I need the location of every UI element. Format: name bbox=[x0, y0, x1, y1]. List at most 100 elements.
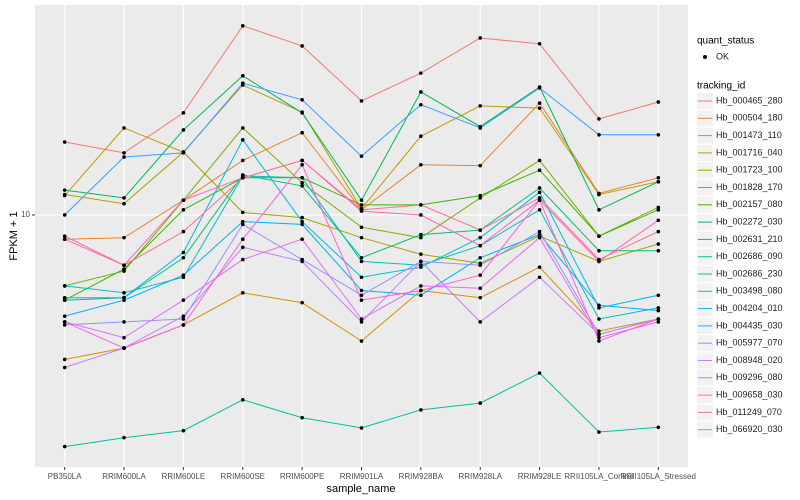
point bbox=[537, 235, 542, 240]
point bbox=[419, 252, 423, 256]
point bbox=[537, 106, 542, 110]
point bbox=[597, 306, 601, 310]
point bbox=[62, 192, 67, 197]
point bbox=[597, 133, 601, 137]
point bbox=[122, 335, 126, 340]
point bbox=[122, 435, 126, 440]
legend-label: Hb_003498_080 bbox=[716, 286, 783, 296]
point bbox=[419, 90, 423, 94]
point bbox=[359, 208, 364, 212]
point bbox=[359, 339, 364, 343]
legend-label: Hb_002157_080 bbox=[716, 199, 783, 209]
point bbox=[122, 295, 126, 300]
point bbox=[300, 215, 304, 220]
point bbox=[62, 357, 67, 362]
point bbox=[537, 371, 542, 375]
point bbox=[62, 213, 67, 217]
x-tick-label: RRIM600PE bbox=[280, 472, 324, 481]
point bbox=[62, 188, 67, 192]
point bbox=[419, 265, 423, 269]
legend-label: Hb_000504_180 bbox=[716, 113, 783, 123]
legend-label: Hb_001723_100 bbox=[716, 165, 783, 175]
y-tick-label: 10 bbox=[21, 210, 30, 219]
point bbox=[122, 320, 126, 324]
point bbox=[359, 275, 364, 280]
point bbox=[537, 229, 542, 234]
x-tick-label: RRIM928LE bbox=[518, 472, 562, 481]
point bbox=[597, 335, 601, 340]
point bbox=[537, 190, 542, 195]
point bbox=[656, 229, 661, 234]
point bbox=[359, 298, 364, 302]
legend-label: Hb_001473_110 bbox=[716, 130, 782, 140]
point bbox=[537, 86, 542, 90]
point bbox=[597, 234, 601, 238]
legend-label: Hb_001716_040 bbox=[716, 147, 783, 157]
point bbox=[597, 430, 601, 434]
point bbox=[62, 365, 67, 370]
point bbox=[359, 320, 364, 324]
point bbox=[181, 255, 186, 260]
point bbox=[597, 208, 601, 212]
point bbox=[181, 317, 186, 321]
point bbox=[122, 291, 126, 295]
point bbox=[478, 286, 483, 290]
point bbox=[478, 295, 483, 300]
point bbox=[62, 298, 67, 302]
point bbox=[300, 111, 304, 115]
point bbox=[359, 235, 364, 240]
point bbox=[122, 196, 126, 200]
point bbox=[62, 237, 67, 242]
point bbox=[537, 275, 542, 280]
point bbox=[359, 203, 364, 207]
point bbox=[240, 257, 245, 262]
point bbox=[122, 155, 126, 159]
point bbox=[419, 408, 423, 412]
point bbox=[478, 243, 483, 248]
point bbox=[478, 104, 483, 108]
point bbox=[62, 140, 67, 144]
point bbox=[597, 332, 601, 337]
legend-label: Hb_009658_030 bbox=[716, 389, 783, 399]
point bbox=[300, 44, 304, 48]
point bbox=[240, 245, 245, 250]
point bbox=[359, 317, 364, 321]
point bbox=[181, 229, 186, 234]
point bbox=[419, 213, 423, 217]
legend-label: Hb_001828_170 bbox=[716, 182, 783, 192]
point bbox=[122, 346, 126, 350]
point bbox=[240, 158, 245, 163]
point bbox=[300, 259, 304, 264]
point bbox=[597, 303, 601, 308]
point bbox=[181, 151, 186, 155]
point bbox=[300, 98, 304, 102]
point bbox=[478, 193, 483, 198]
point bbox=[62, 295, 67, 300]
point bbox=[537, 41, 542, 46]
x-tick-label: RRIM600LE bbox=[162, 472, 206, 481]
x-axis-title: sample_name bbox=[326, 483, 395, 495]
point bbox=[597, 248, 601, 253]
point bbox=[478, 273, 483, 277]
point bbox=[240, 81, 245, 85]
point bbox=[597, 192, 601, 197]
legend-title: tracking_id bbox=[697, 81, 745, 92]
point bbox=[656, 133, 661, 137]
legend-label: OK bbox=[716, 51, 729, 61]
point bbox=[597, 257, 601, 262]
shape-legend-title: quant_status bbox=[697, 36, 754, 47]
point bbox=[537, 208, 542, 212]
point bbox=[300, 184, 304, 188]
point bbox=[656, 242, 661, 246]
point bbox=[300, 180, 304, 185]
point bbox=[122, 126, 126, 130]
point bbox=[122, 201, 126, 206]
point bbox=[62, 444, 67, 449]
point bbox=[359, 198, 364, 202]
point bbox=[537, 186, 542, 190]
point bbox=[537, 232, 542, 237]
point bbox=[181, 250, 186, 255]
point bbox=[300, 237, 304, 242]
point bbox=[359, 426, 364, 430]
